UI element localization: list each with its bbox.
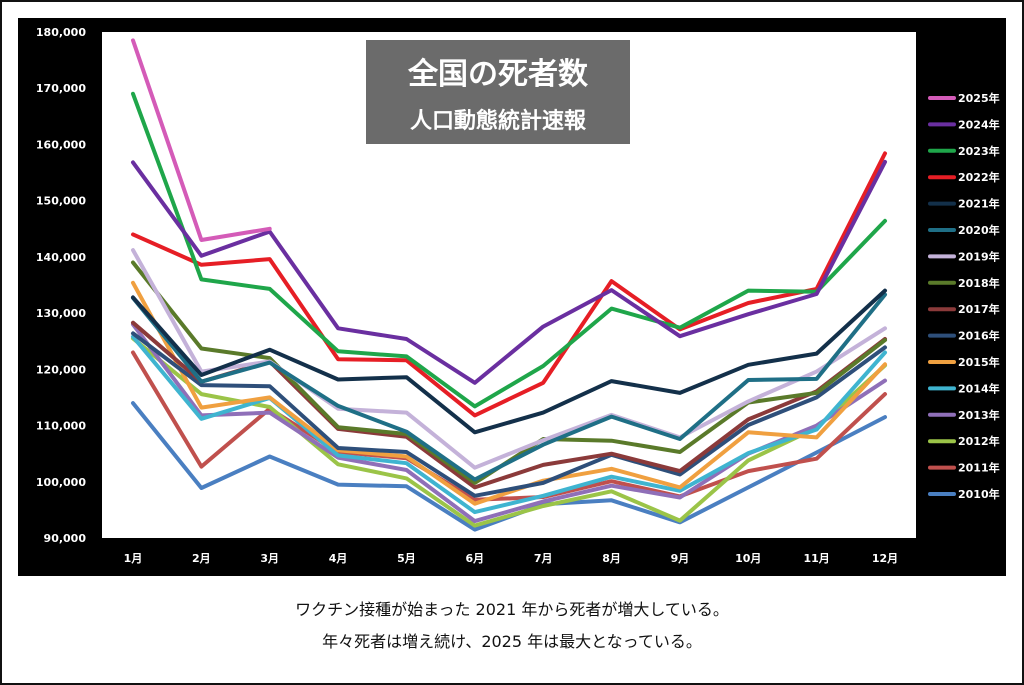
x-tick-label: 2月 [192, 552, 211, 565]
chart-title: 全国の死者数 [407, 57, 589, 92]
chart-panel: 90,000 100,000 110,000 120,000 130,000 140,00… [18, 18, 1006, 576]
x-tick-label: 8月 [602, 552, 621, 565]
x-tick-label: 9月 [671, 552, 690, 565]
chart-subtitle: 人口動態統計速報 [410, 108, 587, 134]
y-tick-label: 160,000 [36, 138, 86, 151]
y-tick-label: 140,000 [36, 251, 86, 264]
y-tick-label: 170,000 [36, 82, 86, 95]
legend-label: 2020年 [958, 223, 1000, 237]
legend-label: 2019年 [958, 249, 1000, 263]
title-box [366, 40, 630, 144]
x-tick-label: 1月 [124, 552, 143, 565]
series-line-2019年 [131, 248, 887, 470]
y-tick-label: 150,000 [36, 195, 86, 208]
legend-label: 2015年 [958, 355, 1000, 369]
legend-label: 2011年 [958, 461, 1000, 475]
x-tick-label: 7月 [534, 552, 553, 565]
y-tick-label: 130,000 [36, 307, 86, 320]
y-tick-label: 120,000 [36, 363, 86, 376]
legend-label: 2012年 [958, 434, 1000, 448]
caption-line-1: ワクチン接種が始まった 2021 年から死者が増大している。 [295, 600, 729, 619]
series-line-2025年 [131, 38, 272, 242]
series-line-2011年 [131, 350, 887, 502]
x-tick-label: 4月 [329, 552, 348, 565]
legend-label: 2013年 [958, 408, 1000, 422]
legend-label: 2010年 [958, 487, 1000, 501]
y-tick-label: 100,000 [36, 476, 86, 489]
caption-line-2: 年々死者は増え続け、2025 年は最大となっている。 [322, 632, 702, 651]
y-tick-label: 90,000 [44, 532, 87, 545]
line-chart: 90,000 100,000 110,000 120,000 130,000 140,00… [36, 26, 1000, 565]
legend-label: 2021年 [958, 197, 1000, 211]
legend-label: 2018年 [958, 276, 1000, 290]
x-tick-label: 6月 [465, 552, 484, 565]
x-tick-label: 11月 [803, 552, 829, 565]
legend-label: 2025年 [958, 91, 1000, 105]
y-tick-label: 180,000 [36, 26, 86, 39]
series-line-2020年 [131, 292, 887, 482]
x-tick-label: 3月 [260, 552, 279, 565]
legend-label: 2022年 [958, 170, 1000, 184]
series-line-2012年 [131, 336, 887, 528]
x-tick-label: 10月 [735, 552, 761, 565]
series-line-2014年 [131, 334, 887, 515]
series-line-2022年 [131, 151, 887, 418]
series-line-2015年 [131, 280, 887, 506]
legend-label: 2024年 [958, 117, 1000, 131]
y-tick-label: 110,000 [36, 420, 86, 433]
series-line-2023年 [131, 91, 887, 409]
series-line-2024年 [131, 159, 887, 385]
legend-label: 2014年 [958, 381, 1000, 395]
legend-label: 2016年 [958, 329, 1000, 343]
legend-label: 2023年 [958, 144, 1000, 158]
legend-label: 2017年 [958, 302, 1000, 316]
x-tick-label: 5月 [397, 552, 416, 565]
x-tick-label: 12月 [872, 552, 898, 565]
series-line-2016年 [131, 331, 887, 498]
caption: ワクチン接種が始まった 2021 年から死者が増大している。 年々死者は増え続け… [0, 594, 1024, 658]
series-line-2021年 [131, 288, 887, 435]
